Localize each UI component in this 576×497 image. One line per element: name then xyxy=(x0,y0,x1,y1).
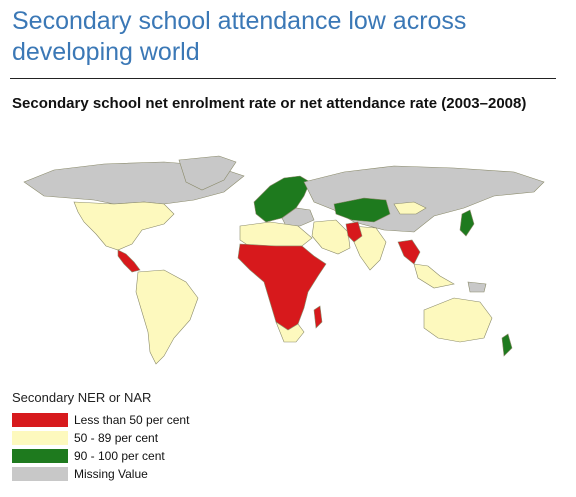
legend-swatch-mid xyxy=(12,431,68,445)
legend-label-missing: Missing Value xyxy=(74,467,148,481)
region-southern-africa-mid xyxy=(275,321,305,343)
region-asia-missing xyxy=(303,165,545,233)
region-north-africa-mid xyxy=(239,221,313,249)
region-africa-low xyxy=(237,243,327,331)
region-central-asia-high xyxy=(333,197,391,223)
region-papua-missing xyxy=(467,281,487,293)
legend-label-low: Less than 50 per cent xyxy=(74,413,190,427)
region-europe-high xyxy=(253,175,311,223)
region-madagascar-low xyxy=(313,305,323,329)
region-middle-east-mid xyxy=(311,219,351,255)
region-new-zealand-high xyxy=(501,333,513,357)
region-southeast-asia-low xyxy=(397,239,421,265)
page-title: Secondary school attendance low across d… xyxy=(12,7,467,66)
legend-swatch-high xyxy=(12,449,68,463)
legend-swatch-missing xyxy=(12,467,68,481)
region-greenland-missing xyxy=(178,155,237,191)
legend-label-high: 90 - 100 per cent xyxy=(74,449,165,463)
region-pakistan-low xyxy=(345,221,363,243)
legend-item-high: 90 - 100 per cent xyxy=(12,447,189,465)
legend-item-mid: 50 - 89 per cent xyxy=(12,429,189,447)
legend-swatch-low xyxy=(12,413,68,427)
title-divider xyxy=(10,78,556,79)
legend-item-low: Less than 50 per cent xyxy=(12,411,189,429)
legend-label-mid: 50 - 89 per cent xyxy=(74,431,159,445)
map-legend: Secondary NER or NAR Less than 50 per ce… xyxy=(12,390,189,483)
region-australia-mid xyxy=(423,297,493,343)
region-central-america-low xyxy=(117,249,141,273)
map-subtitle: Secondary school net enrolment rate or n… xyxy=(12,95,527,112)
region-japan-high xyxy=(459,209,475,237)
world-map xyxy=(23,155,545,365)
region-southeast-asia-mid xyxy=(413,263,455,289)
legend-title: Secondary NER or NAR xyxy=(12,390,152,405)
region-south-america-mid xyxy=(135,269,199,365)
region-north-america-mid xyxy=(73,201,175,251)
legend-item-missing: Missing Value xyxy=(12,465,189,483)
region-mongolia-mid xyxy=(393,201,427,215)
